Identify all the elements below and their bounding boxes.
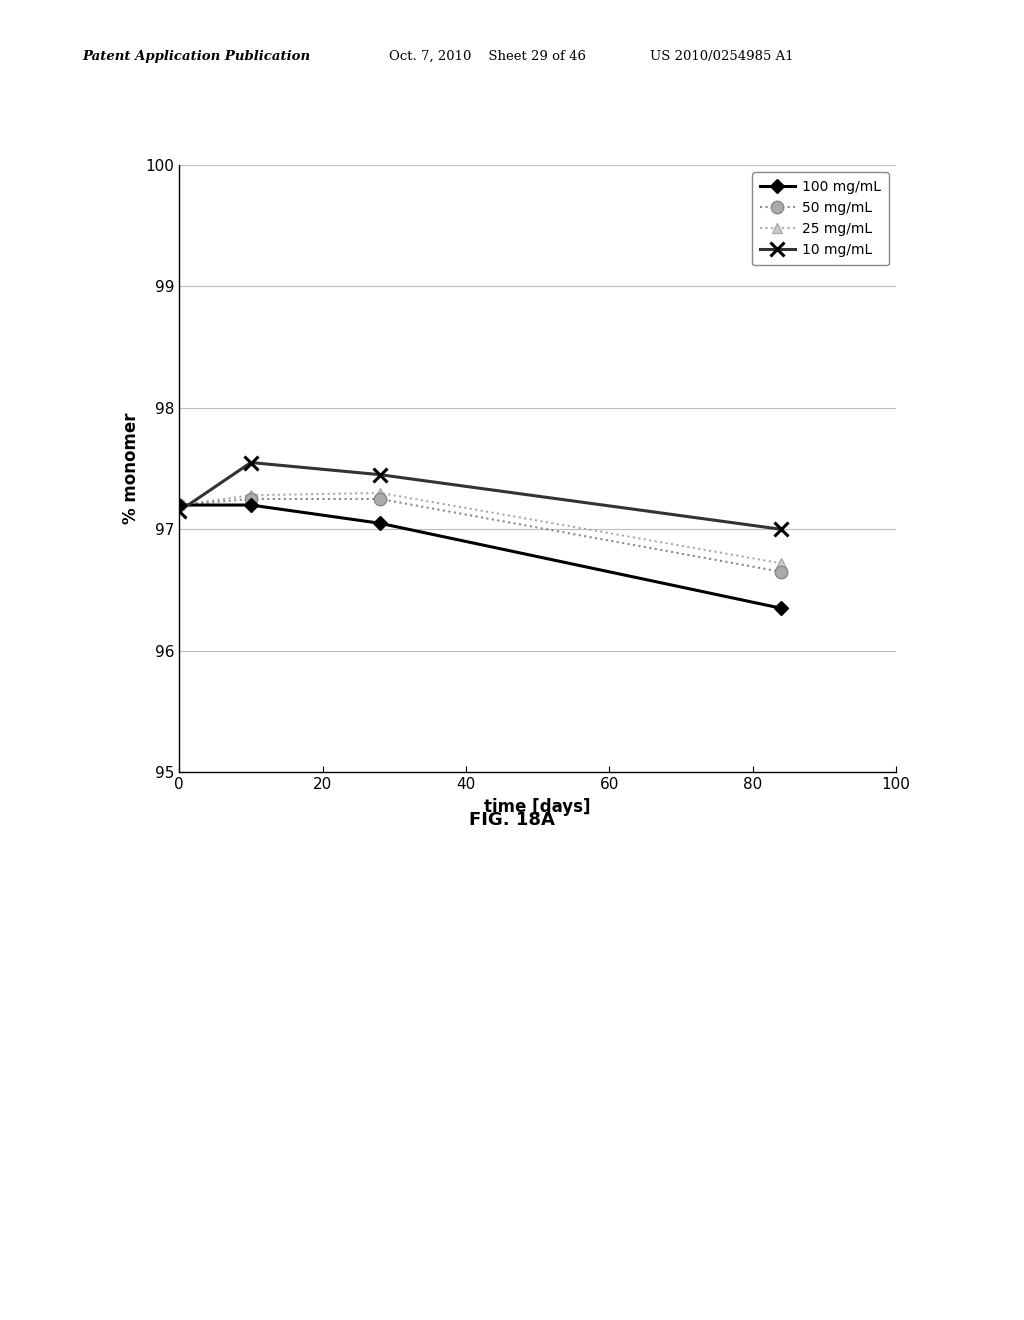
50 mg/mL bbox=[374, 491, 386, 507]
25 mg/mL bbox=[245, 487, 257, 503]
Line: 10 mg/mL: 10 mg/mL bbox=[172, 455, 788, 536]
Text: Patent Application Publication: Patent Application Publication bbox=[82, 50, 310, 63]
50 mg/mL bbox=[173, 498, 185, 513]
Text: US 2010/0254985 A1: US 2010/0254985 A1 bbox=[650, 50, 794, 63]
Text: Oct. 7, 2010    Sheet 29 of 46: Oct. 7, 2010 Sheet 29 of 46 bbox=[389, 50, 586, 63]
Text: FIG. 18A: FIG. 18A bbox=[469, 810, 555, 829]
100 mg/mL bbox=[245, 498, 257, 513]
25 mg/mL bbox=[775, 556, 787, 572]
X-axis label: time [days]: time [days] bbox=[484, 797, 591, 816]
Legend: 100 mg/mL, 50 mg/mL, 25 mg/mL, 10 mg/mL: 100 mg/mL, 50 mg/mL, 25 mg/mL, 10 mg/mL bbox=[752, 172, 889, 265]
10 mg/mL bbox=[245, 454, 257, 470]
100 mg/mL bbox=[173, 498, 185, 513]
25 mg/mL bbox=[374, 484, 386, 500]
Line: 50 mg/mL: 50 mg/mL bbox=[173, 492, 787, 578]
100 mg/mL bbox=[374, 515, 386, 531]
25 mg/mL bbox=[173, 498, 185, 513]
50 mg/mL bbox=[775, 564, 787, 579]
Line: 25 mg/mL: 25 mg/mL bbox=[174, 488, 786, 568]
10 mg/mL bbox=[374, 467, 386, 483]
Line: 100 mg/mL: 100 mg/mL bbox=[174, 500, 786, 612]
50 mg/mL bbox=[245, 491, 257, 507]
10 mg/mL bbox=[173, 503, 185, 519]
100 mg/mL bbox=[775, 601, 787, 616]
10 mg/mL bbox=[775, 521, 787, 537]
Y-axis label: % monomer: % monomer bbox=[122, 413, 140, 524]
